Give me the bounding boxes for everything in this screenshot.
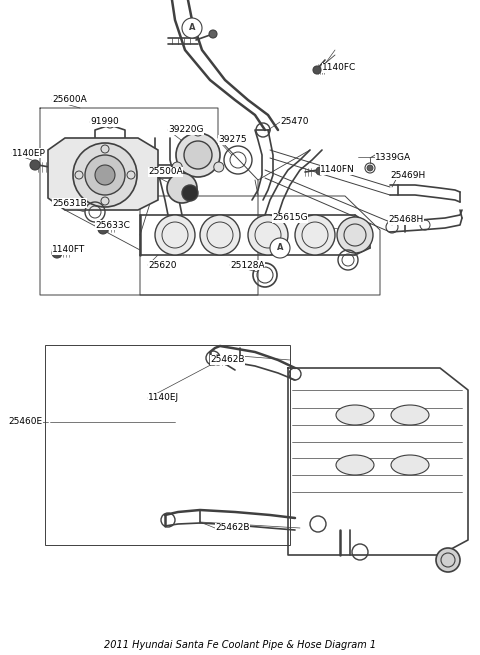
Text: 1140EJ: 1140EJ bbox=[148, 394, 179, 403]
Circle shape bbox=[313, 66, 321, 74]
Text: 25469H: 25469H bbox=[390, 170, 425, 179]
Text: 25631B: 25631B bbox=[52, 198, 87, 208]
Text: 1339GA: 1339GA bbox=[375, 153, 411, 162]
Text: 25615G: 25615G bbox=[272, 214, 308, 223]
Circle shape bbox=[184, 141, 212, 169]
Text: 2011 Hyundai Santa Fe Coolant Pipe & Hose Diagram 1: 2011 Hyundai Santa Fe Coolant Pipe & Hos… bbox=[104, 640, 376, 650]
Ellipse shape bbox=[336, 455, 374, 475]
Circle shape bbox=[176, 133, 220, 177]
Text: 25128A: 25128A bbox=[230, 261, 264, 269]
Text: 39220G: 39220G bbox=[168, 126, 204, 134]
Circle shape bbox=[436, 548, 460, 572]
Text: 25468H: 25468H bbox=[388, 215, 423, 225]
Circle shape bbox=[98, 224, 108, 234]
Circle shape bbox=[182, 185, 198, 201]
Circle shape bbox=[167, 173, 197, 203]
Circle shape bbox=[367, 165, 373, 171]
Text: 25633C: 25633C bbox=[95, 221, 130, 229]
Text: 25470: 25470 bbox=[280, 117, 309, 126]
Text: 1140EP: 1140EP bbox=[12, 149, 46, 157]
Circle shape bbox=[155, 215, 195, 255]
Ellipse shape bbox=[391, 455, 429, 475]
Text: 1140FN: 1140FN bbox=[320, 166, 355, 174]
Ellipse shape bbox=[391, 405, 429, 425]
Circle shape bbox=[85, 155, 125, 195]
Circle shape bbox=[209, 30, 217, 38]
Circle shape bbox=[213, 355, 223, 365]
Text: A: A bbox=[189, 24, 195, 33]
Circle shape bbox=[182, 18, 202, 38]
Text: A: A bbox=[277, 244, 283, 252]
Text: 25600A: 25600A bbox=[52, 96, 87, 105]
Circle shape bbox=[214, 162, 224, 172]
Text: 1140FC: 1140FC bbox=[322, 64, 356, 73]
Text: 25500A: 25500A bbox=[148, 168, 183, 176]
Ellipse shape bbox=[336, 405, 374, 425]
Circle shape bbox=[95, 165, 115, 185]
Circle shape bbox=[52, 248, 62, 258]
Text: 25460E: 25460E bbox=[8, 417, 42, 426]
Text: 25462B: 25462B bbox=[210, 356, 244, 364]
Circle shape bbox=[172, 162, 182, 172]
Circle shape bbox=[337, 217, 373, 253]
Text: 39275: 39275 bbox=[218, 136, 247, 145]
Circle shape bbox=[248, 215, 288, 255]
Circle shape bbox=[73, 143, 137, 207]
Polygon shape bbox=[48, 138, 158, 210]
Circle shape bbox=[193, 126, 203, 136]
Circle shape bbox=[200, 215, 240, 255]
Circle shape bbox=[30, 160, 40, 170]
Text: 25620: 25620 bbox=[148, 261, 177, 269]
Circle shape bbox=[316, 167, 324, 175]
Bar bbox=[45, 345, 290, 545]
Text: 91990: 91990 bbox=[90, 117, 119, 126]
Text: 1140FT: 1140FT bbox=[52, 246, 85, 255]
Circle shape bbox=[295, 215, 335, 255]
Text: 25462B: 25462B bbox=[215, 523, 250, 533]
Circle shape bbox=[270, 238, 290, 258]
